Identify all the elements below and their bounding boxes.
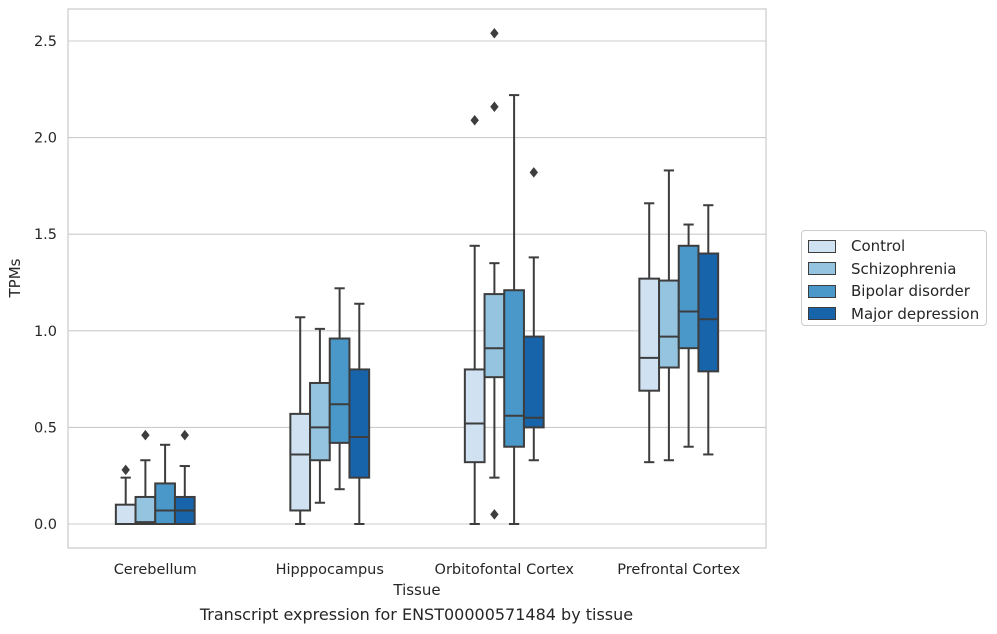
outlier-point — [141, 429, 150, 441]
y-tick-label: 2.5 — [34, 34, 57, 50]
box-iqr — [697, 252, 720, 373]
box-group — [697, 204, 720, 456]
box-group — [114, 464, 137, 525]
legend-label-schizophrenia: Schizophrenia — [851, 259, 957, 278]
y-tick-label: 0.5 — [34, 420, 57, 436]
legend-label-bipolar-disorder: Bipolar disorder — [851, 282, 970, 301]
box-iqr — [463, 368, 486, 464]
y-tick-label: 0.0 — [34, 517, 57, 533]
y-tick-label: 2.0 — [34, 131, 57, 147]
box-group — [483, 28, 506, 520]
y-tick-label: 1.5 — [34, 227, 57, 243]
x-tick-labels: Cerebellum Hipppocampus Orbitofontal Corte… — [114, 562, 741, 578]
box-group — [154, 443, 176, 526]
legend-label-major-depression: Major depression — [851, 304, 980, 323]
legend-label-control: Control — [851, 237, 906, 256]
legend-swatch-control — [808, 239, 836, 253]
legend: Control Schizophrenia Bipolar disorder M… — [801, 230, 987, 326]
box-iqr — [522, 335, 545, 429]
box-iqr — [638, 277, 661, 392]
y-tick-label: 1.0 — [34, 324, 57, 340]
box-iqr — [154, 482, 176, 526]
x-axis-title: Tissue — [392, 581, 440, 599]
box-group — [309, 327, 331, 504]
box-iqr — [134, 495, 157, 525]
box-group — [134, 429, 157, 525]
box-iqr — [658, 279, 680, 369]
legend-swatch-schizophrenia — [808, 262, 836, 276]
box-group — [503, 94, 525, 525]
outlier-point — [490, 509, 499, 520]
chart-caption: Transcript expression for ENST0000057148… — [199, 605, 634, 624]
box-group — [463, 114, 486, 525]
boxes — [114, 28, 720, 526]
box-group — [173, 429, 196, 525]
x-tick-label: Prefrontal Cortex — [617, 562, 740, 578]
box-group — [658, 169, 680, 462]
box-iqr — [328, 337, 351, 444]
box-iqr — [289, 412, 312, 512]
box-group — [522, 167, 545, 462]
box-group — [328, 287, 351, 491]
box-iqr — [677, 244, 700, 350]
outlier-point — [529, 167, 538, 178]
box-iqr — [114, 503, 137, 525]
x-tick-label: Hipppocampus — [276, 562, 384, 578]
legend-item-bipolar-disorder: Bipolar disorder — [808, 280, 986, 303]
outlier-point — [490, 28, 499, 39]
box-iqr — [483, 293, 506, 379]
y-tick-labels: 0.0 0.5 1.0 1.5 2.0 2.5 — [34, 34, 57, 533]
legend-item-schizophrenia: Schizophrenia — [808, 258, 986, 281]
x-tick-label: Orbitofontal Cortex — [435, 562, 575, 578]
x-tick-label: Cerebellum — [114, 562, 197, 578]
box-group — [677, 223, 700, 448]
legend-item-major-depression: Major depression — [808, 303, 986, 326]
outlier-point — [470, 114, 479, 126]
box-iqr — [503, 289, 525, 448]
grid-lines — [68, 40, 766, 525]
box-iqr — [309, 381, 331, 462]
y-axis-title: TPMs — [6, 258, 24, 298]
box-iqr — [348, 368, 371, 479]
legend-item-control: Control — [808, 235, 986, 258]
box-group — [289, 316, 312, 525]
outlier-point — [121, 464, 130, 476]
box-group — [638, 202, 661, 464]
legend-swatch-bipolar-disorder — [808, 284, 836, 298]
outlier-point — [180, 429, 189, 441]
plot-area-frame — [67, 8, 767, 549]
legend-swatch-major-depression — [808, 307, 836, 321]
outlier-point — [490, 101, 499, 112]
box-group — [348, 302, 371, 525]
